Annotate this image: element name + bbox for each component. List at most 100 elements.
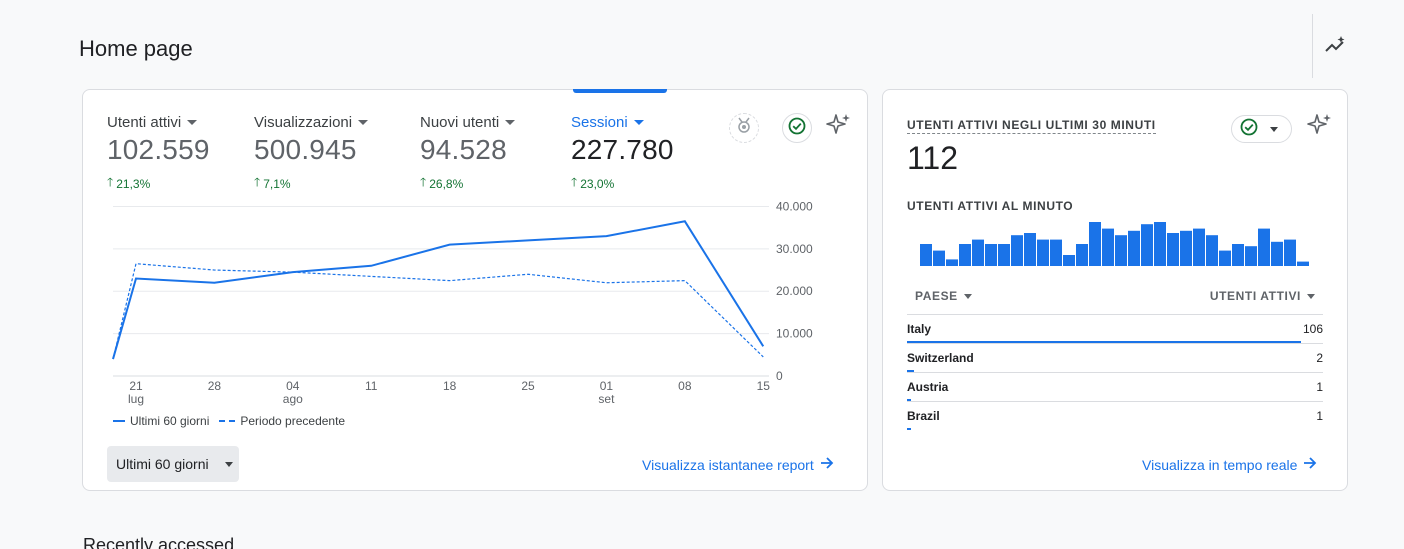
- arrow-up-icon: 🡑: [571, 175, 578, 189]
- per-minute-bar-chart: [920, 222, 1309, 266]
- benchmark-button[interactable]: [729, 113, 759, 143]
- share-bar: [907, 370, 915, 372]
- share-bar: [907, 428, 911, 430]
- chevron-down-icon: [187, 120, 198, 125]
- minute-bar[interactable]: [1180, 230, 1192, 266]
- table-row[interactable]: Italy 106: [907, 314, 1323, 343]
- minute-bar[interactable]: [920, 244, 932, 266]
- arrow-up-icon: 🡑: [107, 175, 114, 189]
- legend-current: Ultimi 60 giorni: [130, 414, 210, 428]
- minute-bar[interactable]: [1271, 241, 1283, 266]
- data-quality-dropdown[interactable]: [1231, 115, 1292, 143]
- minute-bar[interactable]: [1297, 261, 1309, 266]
- series-previous-line: [112, 263, 764, 360]
- metric-new-users[interactable]: Nuovi utenti 94.528 🡑 26,8%: [420, 114, 516, 194]
- chevron-down-icon: [358, 120, 369, 125]
- metric-sessions[interactable]: Sessioni 227.780 🡑 23,0%: [571, 114, 674, 194]
- x-tick-label: 08: [678, 379, 692, 393]
- y-tick-label: 30.000: [776, 242, 813, 256]
- minute-bar[interactable]: [1063, 255, 1075, 266]
- minute-bar[interactable]: [1011, 235, 1023, 266]
- country-name: Brazil: [907, 409, 940, 423]
- chart-legend: Ultimi 60 giorni Periodo precedente: [113, 414, 345, 428]
- metric-change: 23,0%: [580, 176, 615, 191]
- minute-bar[interactable]: [985, 244, 997, 266]
- selected-metric-indicator: [573, 89, 667, 93]
- minute-bar[interactable]: [1219, 250, 1231, 266]
- metric-value: 94.528: [420, 134, 507, 165]
- ai-insights-button[interactable]: [824, 112, 854, 142]
- data-quality-button[interactable]: [782, 113, 812, 143]
- realtime-value: 112: [907, 140, 959, 176]
- x-tick-month-label: set: [598, 392, 615, 406]
- minute-bar[interactable]: [933, 250, 945, 266]
- minute-bar[interactable]: [972, 239, 984, 266]
- table-row[interactable]: Brazil 1: [907, 401, 1323, 430]
- minute-bar[interactable]: [1102, 228, 1114, 266]
- minute-bar[interactable]: [1245, 246, 1257, 266]
- minute-bar[interactable]: [1089, 222, 1101, 266]
- arrow-up-icon: 🡑: [254, 175, 261, 189]
- metric-value: 500.945: [254, 134, 357, 165]
- x-tick-month-label: ago: [283, 392, 303, 406]
- metric-label: Visualizzazioni: [254, 114, 353, 131]
- country-users: 2: [1316, 351, 1323, 365]
- view-realtime-link[interactable]: Visualizza in tempo reale: [1142, 456, 1317, 473]
- series-current-line: [112, 220, 765, 360]
- minute-bar[interactable]: [1128, 230, 1140, 266]
- legend-previous: Periodo precedente: [240, 414, 346, 428]
- metric-active-users[interactable]: Utenti attivi 102.559 🡑 21,3%: [107, 114, 210, 194]
- minute-bar[interactable]: [1024, 233, 1036, 266]
- minute-bar[interactable]: [1284, 239, 1296, 266]
- chevron-down-icon: [1307, 293, 1315, 299]
- column-country[interactable]: PAESE: [915, 289, 972, 303]
- minute-bar[interactable]: [1115, 235, 1127, 266]
- y-tick-label: 20.000: [776, 284, 813, 298]
- table-row[interactable]: Austria 1: [907, 372, 1323, 401]
- arrow-right-icon: [1303, 456, 1317, 473]
- minute-bar[interactable]: [998, 244, 1010, 266]
- legend-solid-swatch: [113, 420, 125, 422]
- arrow-right-icon: [820, 456, 834, 473]
- minute-bar[interactable]: [1167, 233, 1179, 266]
- table-row[interactable]: Switzerland 2: [907, 343, 1323, 372]
- minute-bar[interactable]: [1193, 228, 1205, 266]
- date-range-label: Ultimi 60 giorni: [116, 456, 209, 472]
- chevron-down-icon: [633, 120, 644, 125]
- minute-bar[interactable]: [1206, 235, 1218, 266]
- minute-bar[interactable]: [1141, 224, 1153, 266]
- x-tick-label: 28: [208, 379, 222, 393]
- share-bar: [907, 341, 1301, 343]
- x-tick-label: 18: [443, 379, 457, 393]
- link-label: Visualizza in tempo reale: [1142, 456, 1298, 473]
- minute-bar[interactable]: [959, 244, 971, 266]
- country-users: 106: [1302, 322, 1323, 336]
- minute-bar[interactable]: [1050, 239, 1062, 266]
- minute-bar[interactable]: [1154, 222, 1166, 266]
- minute-bar[interactable]: [1037, 239, 1049, 266]
- metric-change: 21,3%: [116, 176, 151, 191]
- minute-bar[interactable]: [1076, 244, 1088, 266]
- x-tick-month-label: lug: [128, 392, 144, 406]
- check-circle-icon: [1240, 118, 1258, 141]
- insights-button[interactable]: [1322, 34, 1350, 62]
- minute-bar[interactable]: [1258, 228, 1270, 266]
- metric-value: 227.780: [571, 134, 674, 165]
- metric-label: Nuovi utenti: [420, 114, 500, 131]
- date-range-dropdown[interactable]: Ultimi 60 giorni: [107, 446, 239, 482]
- x-tick-label: 15: [757, 379, 771, 393]
- view-report-snapshot-link[interactable]: Visualizza istantanee report: [642, 456, 834, 473]
- chevron-down-icon: [505, 120, 516, 125]
- country-name: Italy: [907, 322, 932, 336]
- x-tick-label: 01: [600, 379, 614, 393]
- realtime-title[interactable]: UTENTI ATTIVI NEGLI ULTIMI 30 MINUTI: [907, 118, 1156, 134]
- ai-insights-button-realtime[interactable]: [1305, 112, 1335, 142]
- realtime-card: UTENTI ATTIVI NEGLI ULTIMI 30 MINUTI 112…: [882, 89, 1348, 491]
- metric-label: Utenti attivi: [107, 114, 182, 131]
- country-users: 1: [1316, 380, 1323, 394]
- minute-bar[interactable]: [1232, 244, 1244, 266]
- metric-views[interactable]: Visualizzazioni 500.945 🡑 7,1%: [254, 114, 369, 194]
- column-active-users[interactable]: UTENTI ATTIVI: [1210, 289, 1315, 303]
- minute-bar[interactable]: [946, 259, 958, 266]
